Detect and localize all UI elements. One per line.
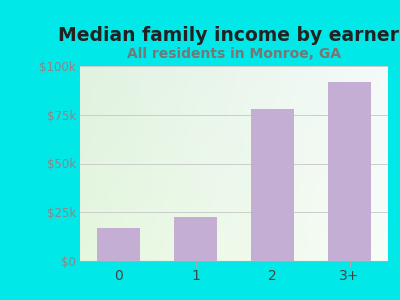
Bar [328, 82, 371, 261]
Bar [97, 228, 140, 261]
Title: Median family income by earners: Median family income by earners [58, 26, 400, 45]
Text: All residents in Monroe, GA: All residents in Monroe, GA [127, 46, 341, 61]
Bar [174, 217, 217, 261]
Bar [251, 109, 294, 261]
